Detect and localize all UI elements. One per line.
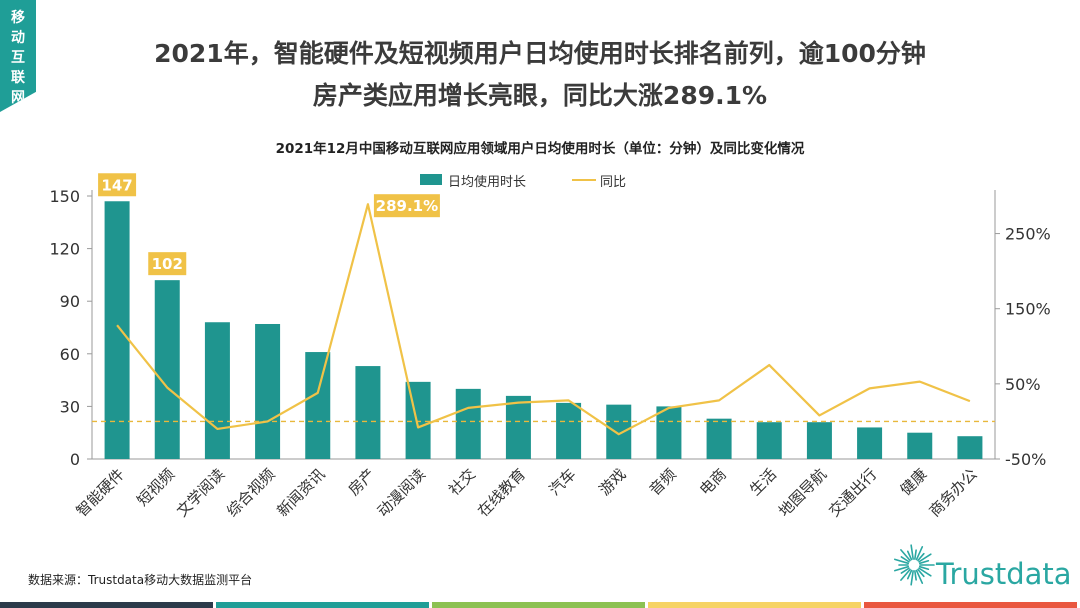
bar bbox=[656, 406, 682, 459]
callout-label: 289.1% bbox=[376, 197, 438, 215]
legend-label-bar: 日均使用时长 bbox=[448, 175, 527, 190]
legend-swatch-bar bbox=[420, 174, 442, 185]
logo-ray bbox=[918, 553, 932, 563]
x-category-label: 短视频 bbox=[134, 465, 179, 510]
logo-ray bbox=[918, 565, 930, 571]
bar bbox=[355, 366, 381, 459]
bar bbox=[154, 280, 180, 459]
x-category-label: 综合视频 bbox=[223, 465, 278, 520]
bar bbox=[104, 201, 130, 459]
callout-box bbox=[148, 252, 187, 276]
bar bbox=[204, 322, 230, 459]
logo-ray bbox=[900, 568, 911, 581]
strip-segment bbox=[864, 602, 1077, 608]
bar bbox=[706, 418, 732, 459]
strip-segment bbox=[216, 602, 429, 608]
y-right-tick-label: 250% bbox=[1005, 225, 1051, 244]
callout-box bbox=[98, 173, 137, 197]
x-category-label: 电商 bbox=[696, 465, 730, 499]
bar bbox=[907, 432, 933, 459]
logo-ray bbox=[918, 559, 930, 565]
x-category-label: 游戏 bbox=[596, 465, 630, 499]
x-category-label: 新闻资讯 bbox=[273, 465, 328, 520]
logo-ray bbox=[900, 567, 910, 574]
strip-segment bbox=[648, 602, 861, 608]
logo-ray bbox=[910, 544, 914, 560]
x-category-label: 地图导航 bbox=[775, 465, 830, 520]
logo-ray bbox=[914, 570, 917, 581]
callout-label: 147 bbox=[101, 176, 132, 194]
chart-title: 2021年12月中国移动互联网应用领域用户日均使用时长（单位：分钟）及同比变化情… bbox=[275, 141, 805, 157]
logo-ray bbox=[914, 549, 917, 560]
strip-segment bbox=[0, 602, 213, 608]
bar bbox=[806, 422, 832, 459]
logo-ray bbox=[915, 569, 924, 584]
y-right-tick-label: -50% bbox=[1005, 450, 1046, 469]
x-category-label: 生活 bbox=[746, 465, 780, 499]
logo-ray bbox=[894, 565, 910, 572]
logo-ray bbox=[894, 558, 910, 565]
y-left-tick-label: 120 bbox=[49, 240, 80, 259]
callout-box bbox=[373, 194, 440, 218]
logo-ray bbox=[900, 556, 910, 563]
logo-burst-icon bbox=[894, 544, 935, 586]
bar bbox=[505, 395, 531, 459]
logo-ray bbox=[917, 552, 925, 562]
bottom-color-strip bbox=[0, 602, 1080, 608]
x-category-label: 交通出行 bbox=[825, 465, 880, 520]
y-right-tick-label: 150% bbox=[1005, 300, 1051, 319]
y-left-tick-label: 60 bbox=[60, 345, 80, 364]
x-category-label: 智能硬件 bbox=[73, 465, 128, 520]
x-category-label: 汽车 bbox=[545, 465, 579, 499]
bar bbox=[305, 352, 331, 459]
logo-ray bbox=[910, 570, 914, 586]
logo-ray bbox=[900, 549, 911, 562]
x-category-label: 社交 bbox=[445, 465, 479, 499]
x-category-label: 文学阅读 bbox=[173, 465, 228, 520]
y-left-tick-label: 0 bbox=[70, 450, 80, 469]
bar bbox=[255, 323, 281, 459]
data-source: 数据来源：Trustdata移动大数据监测平台 bbox=[28, 573, 253, 587]
bar bbox=[606, 404, 632, 459]
bar bbox=[556, 402, 582, 459]
logo-ray bbox=[918, 567, 932, 577]
x-category-label: 动漫阅读 bbox=[374, 465, 429, 520]
yoy-line-series bbox=[116, 203, 971, 436]
logo-wordmark: Trustdata bbox=[936, 557, 1072, 591]
strip-segment bbox=[432, 602, 645, 608]
x-category-label: 在线教育 bbox=[474, 465, 529, 520]
page-title-line1: 2021年，智能硬件及短视频用户日均使用时长排名前列，逾100分钟 bbox=[154, 39, 926, 68]
y-left-tick-label: 90 bbox=[60, 292, 80, 311]
x-category-label: 房产 bbox=[345, 465, 379, 499]
y-left-tick-label: 150 bbox=[49, 187, 80, 206]
bar bbox=[455, 388, 481, 459]
bar bbox=[957, 436, 983, 459]
bar bbox=[857, 427, 883, 459]
logo-ray bbox=[917, 568, 925, 578]
x-category-label: 商务办公 bbox=[926, 465, 981, 520]
page-title-line2: 房产类应用增长亮眼，同比大涨289.1% bbox=[312, 81, 768, 110]
trustdata-logo: Trustdata bbox=[890, 535, 1072, 595]
y-left-tick-label: 30 bbox=[60, 397, 80, 416]
legend-swatch-line bbox=[572, 179, 596, 181]
legend-label-line: 同比 bbox=[600, 175, 627, 190]
logo-ray bbox=[906, 569, 913, 580]
y-right-tick-label: 50% bbox=[1005, 375, 1041, 394]
logo-ray bbox=[915, 546, 924, 561]
callout-label: 102 bbox=[152, 255, 183, 273]
x-category-label: 音频 bbox=[646, 465, 680, 499]
bar bbox=[756, 422, 782, 459]
x-category-label: 健康 bbox=[897, 465, 931, 499]
logo-ray bbox=[906, 550, 913, 561]
